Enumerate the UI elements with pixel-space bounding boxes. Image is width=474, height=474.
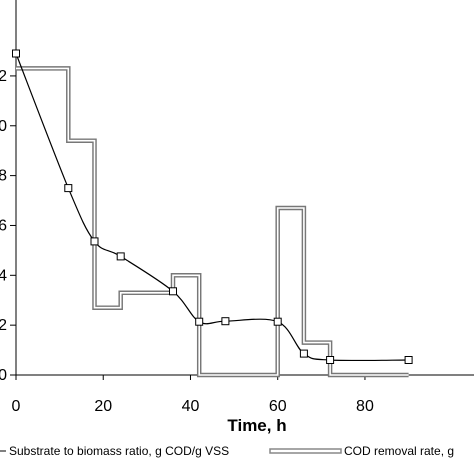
legend-label-substrate: Substrate to biomass ratio, g COD/g VSS [9,444,229,458]
x-tick-label: 80 [356,398,374,415]
substrate-ratio-marker [12,49,20,58]
substrate-ratio-line [15,53,409,362]
substrate-ratio-marker [90,237,99,246]
substrate-ratio-marker [326,356,335,364]
cod-removal-rate-step-inner [16,67,409,376]
legend-swatch-cod-removal [269,448,342,454]
y-tick-label: 8 [0,168,7,185]
substrate-ratio-marker [404,356,413,364]
x-tick-label: 60 [269,398,287,415]
y-tick-label: 2 [0,317,7,334]
cod-removal-rate-step-outer [16,66,409,378]
x-tick-label: 40 [182,398,200,415]
legend-label-cod-removal: COD removal rate, g [344,444,454,458]
x-tick-label: 20 [94,398,112,415]
y-tick-label: 6 [0,217,7,234]
y-tick-label: 12 [0,68,7,85]
y-tick-label: 4 [0,267,7,284]
y-tick-label: 10 [0,118,7,135]
substrate-ratio-marker [195,317,204,326]
plot-area: 0 2 4 6 8 10 12 0 20 40 60 80 [0,0,474,415]
substrate-ratio-marker [221,317,230,326]
substrate-ratio-marker [273,317,282,326]
substrate-ratio-marker [169,287,177,296]
legend: Substrate to biomass ratio, g COD/g VSS … [0,444,454,458]
x-axis-title: Time, h [227,416,286,435]
y-tick-label: 0 [0,367,7,384]
substrate-ratio-marker [64,184,73,193]
substrate-ratio-marker [116,252,125,261]
x-tick-label: 0 [12,398,21,415]
substrate-ratio-marker [299,349,308,358]
